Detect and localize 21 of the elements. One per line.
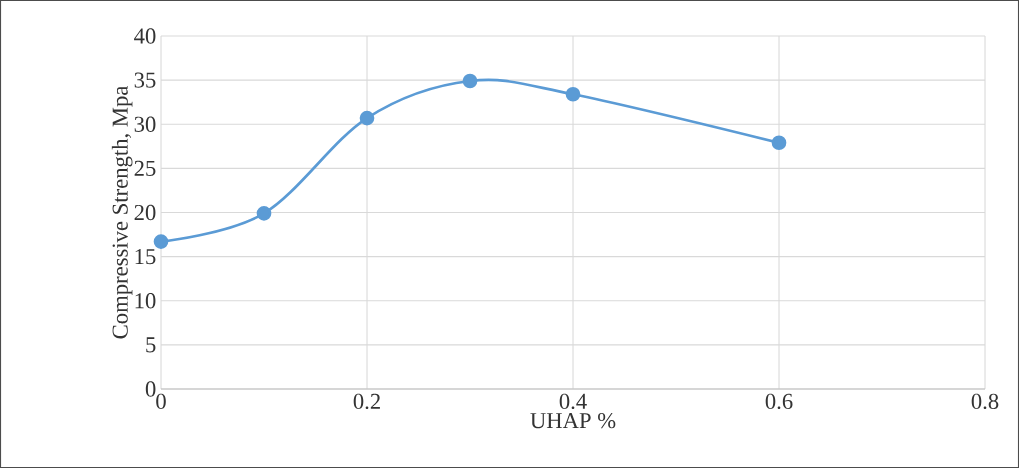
y-tick-label: 35 [134, 72, 156, 88]
y-tick-label: 0 [145, 381, 156, 397]
point [359, 110, 375, 126]
y-tick-label: 15 [135, 249, 156, 265]
point [153, 234, 169, 249]
y-tick-label: 30 [134, 116, 156, 132]
x-axis-title: UHAP % [530, 412, 616, 429]
y-tick-label: 10 [135, 293, 156, 309]
y-tick-label: 20 [134, 204, 156, 221]
x-tick-label: 0.4 [559, 393, 587, 410]
point [462, 73, 478, 89]
point [565, 86, 581, 102]
point [256, 206, 272, 221]
y-axis-title: Compressive Strength, Mpa [111, 85, 133, 339]
x-tick-label: 0.2 [353, 393, 380, 410]
y-tick-label: 25 [134, 160, 156, 176]
point [771, 135, 787, 151]
y-tick-label: 5 [146, 337, 156, 353]
x-tick-label: 0.6 [765, 393, 793, 410]
x-tick-label: 0.8 [971, 393, 999, 410]
y-tick-label: 40 [134, 28, 156, 44]
